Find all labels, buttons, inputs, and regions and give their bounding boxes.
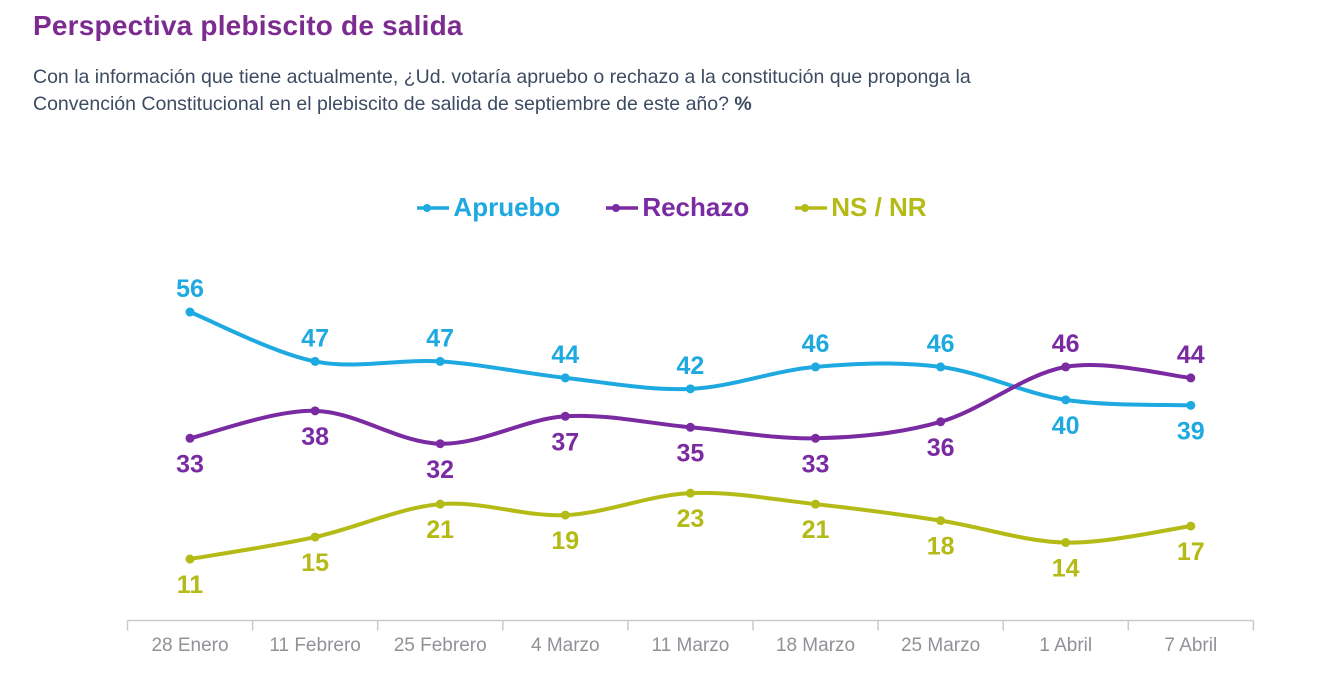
apruebo-point-7 (1061, 395, 1071, 405)
chart-legend: Apruebo Rechazo NS / NR (0, 192, 1343, 223)
rechazo-value-label-0: 33 (176, 450, 204, 478)
apruebo-value-label-4: 42 (676, 352, 704, 380)
rechazo-value-label-3: 37 (551, 428, 579, 456)
rechazo-value-label-6: 36 (927, 434, 955, 462)
rechazo-value-label-5: 33 (802, 450, 830, 478)
rechazo-value-label-8: 44 (1177, 341, 1205, 369)
ns-nr-value-label-4: 23 (676, 505, 704, 533)
survey-question: Con la información que tiene actualmente… (33, 64, 1303, 117)
apruebo-value-label-2: 47 (426, 324, 454, 352)
ns-nr-value-label-3: 19 (551, 527, 579, 555)
ns-nr-point-0 (185, 554, 195, 564)
legend-marker-line-dot-icon (417, 203, 450, 212)
legend-item-apruebo: Apruebo (416, 192, 560, 223)
apruebo-point-8 (1186, 400, 1196, 410)
apruebo-point-3 (560, 373, 570, 383)
ns-nr-value-label-0: 11 (177, 571, 204, 599)
legend-label-ns-nr: NS / NR (831, 192, 927, 222)
apruebo-value-label-3: 44 (551, 341, 579, 369)
apruebo-point-1 (310, 356, 320, 366)
ns-nr-point-5 (811, 499, 820, 509)
rechazo-point-8 (1186, 373, 1196, 383)
legend-marker-line-dot-icon (795, 203, 828, 212)
ns-nr-value-label-5: 21 (802, 516, 830, 544)
x-axis-label-1-abril: 1 Abril (1039, 635, 1092, 656)
apruebo-point-5 (811, 362, 820, 372)
rechazo-point-7 (1061, 362, 1071, 372)
ns-nr-point-6 (936, 516, 946, 526)
ns-nr-value-label-7: 14 (1052, 555, 1080, 583)
x-axis-label-7-abril: 7 Abril (1164, 635, 1217, 656)
ns-nr-point-8 (1186, 521, 1196, 531)
apruebo-value-label-1: 47 (301, 324, 329, 352)
ns-nr-point-1 (310, 532, 320, 542)
rechazo-value-label-1: 38 (301, 423, 329, 451)
ns-nr-point-4 (685, 488, 695, 498)
x-axis-label-25-febrero: 25 Febrero (394, 635, 487, 656)
apruebo-point-6 (936, 362, 946, 372)
x-axis-label-25-marzo: 25 Marzo (901, 635, 980, 656)
legend-label-rechazo: Rechazo (642, 192, 750, 222)
apruebo-value-label-0: 56 (176, 275, 204, 303)
legend-marker-line-dot-icon (606, 203, 639, 212)
ns-nr-value-label-6: 18 (927, 533, 955, 561)
ns-nr-point-2 (435, 499, 445, 509)
question-line-1: Con la información que tiene actualmente… (33, 66, 971, 88)
rechazo-point-2 (435, 439, 445, 449)
apruebo-point-4 (685, 384, 695, 394)
apruebo-value-label-5: 46 (802, 330, 830, 358)
rechazo-point-4 (685, 422, 695, 432)
legend-item-rechazo: Rechazo (605, 192, 749, 223)
rechazo-point-0 (185, 433, 195, 443)
ns-nr-value-label-1: 15 (301, 549, 329, 577)
x-axis-label-11-febrero: 11 Febrero (269, 635, 361, 656)
x-axis-label-18-marzo: 18 Marzo (776, 635, 855, 656)
apruebo-point-2 (435, 356, 445, 366)
apruebo-value-label-7: 40 (1052, 412, 1080, 440)
ns-nr-point-7 (1061, 538, 1071, 548)
apruebo-value-label-6: 46 (927, 330, 955, 358)
question-line-2: Convención Constitucional en el plebisci… (33, 92, 729, 115)
x-axis-label-4-marzo: 4 Marzo (531, 635, 600, 656)
page-title: Perspectiva plebiscito de salida (33, 10, 463, 41)
rechazo-point-1 (310, 406, 320, 416)
rechazo-point-5 (811, 433, 820, 443)
legend-item-ns-nr: NS / NR (794, 192, 927, 223)
legend-label-apruebo: Apruebo (453, 192, 561, 222)
apruebo-value-label-8: 39 (1177, 417, 1205, 445)
rechazo-point-3 (560, 411, 570, 421)
rechazo-point-6 (936, 417, 946, 427)
unit-label: % (734, 92, 752, 115)
ns-nr-point-3 (560, 510, 570, 520)
rechazo-value-label-4: 35 (676, 439, 704, 467)
rechazo-value-label-2: 32 (426, 456, 454, 484)
apruebo-point-0 (185, 307, 195, 317)
x-axis-label-11-marzo: 11 Marzo (652, 635, 730, 656)
ns-nr-value-label-2: 21 (426, 516, 454, 544)
ns-nr-value-label-8: 17 (1177, 538, 1205, 566)
x-axis-label-28-enero: 28 Enero (151, 635, 228, 656)
rechazo-value-label-7: 46 (1052, 330, 1080, 358)
